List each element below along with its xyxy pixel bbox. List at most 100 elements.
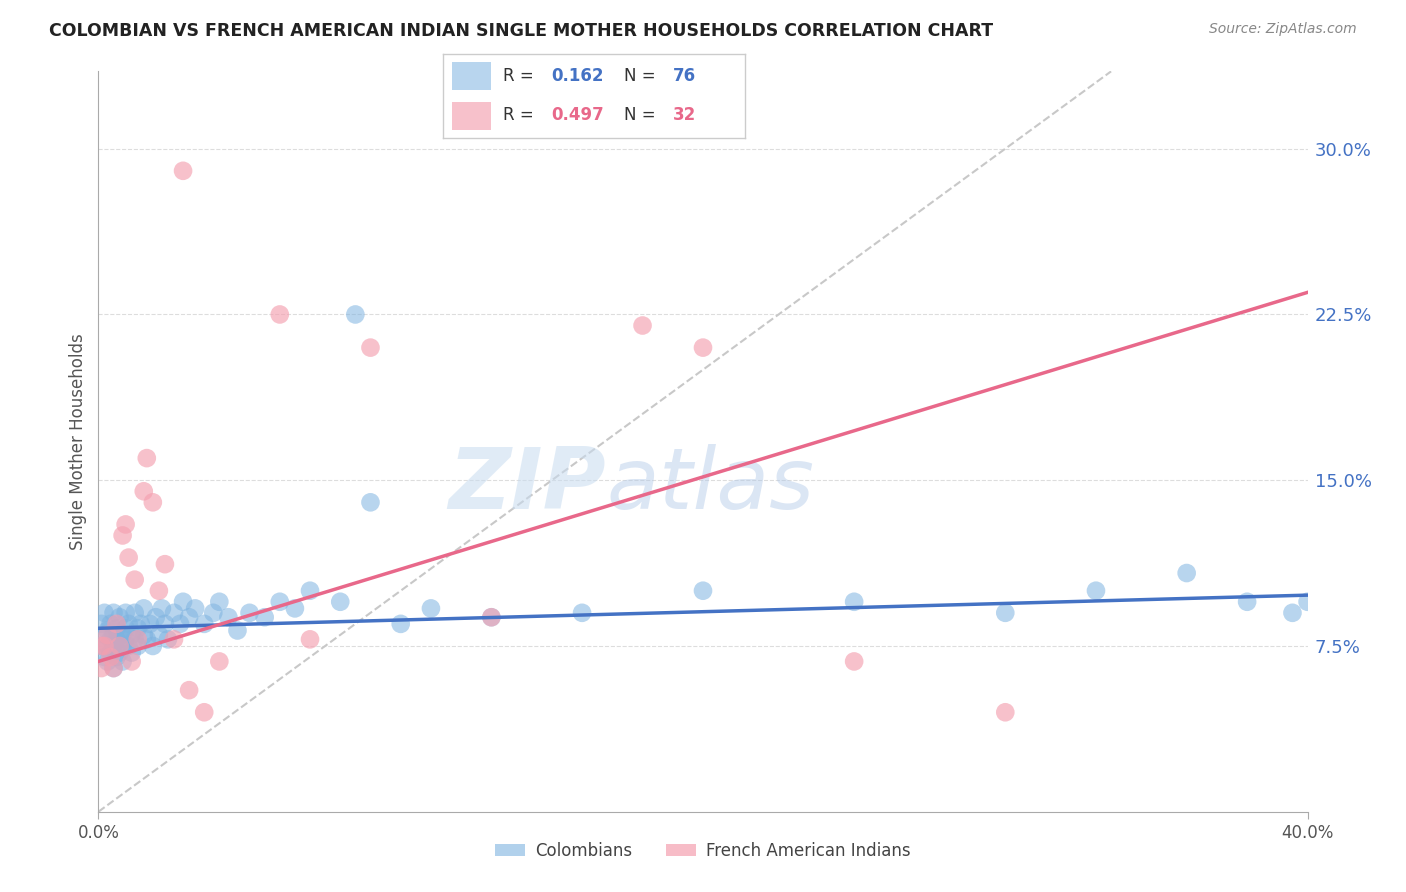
Point [269,308,291,322]
Point [145,610,167,624]
Point [118,550,141,565]
Point [208,655,231,669]
Point [253,610,276,624]
Point [163,606,186,620]
Point [105,632,128,647]
Point [111,655,134,669]
Point [631,318,654,333]
Point [217,610,239,624]
Point [114,517,136,532]
Point [108,646,131,660]
Point [179,683,201,698]
Point [132,628,155,642]
Point [100,646,122,660]
Point [114,621,136,635]
Point [124,632,146,647]
Y-axis label: Single Mother Households: Single Mother Households [69,334,87,549]
Point [127,639,149,653]
Point [132,484,155,499]
Text: N =: N = [624,68,661,86]
Point [481,610,503,624]
Text: 76: 76 [672,68,696,86]
Point [226,624,249,638]
Point [994,706,1017,720]
Text: Source: ZipAtlas.com: Source: ZipAtlas.com [1209,22,1357,37]
Point [169,616,191,631]
Point [108,637,131,651]
Point [193,706,215,720]
Point [118,639,141,653]
Point [202,606,225,620]
Point [118,616,141,631]
Point [360,341,382,355]
Point [299,583,322,598]
Text: R =: R = [503,68,540,86]
Point [571,606,593,620]
Point [100,650,122,665]
Point [179,610,201,624]
Point [148,583,170,598]
Point [148,628,170,642]
Point [93,606,115,620]
Point [389,616,412,631]
Point [132,601,155,615]
Text: ZIP: ZIP [449,444,606,527]
Point [153,558,176,572]
Point [172,595,194,609]
Point [93,650,115,665]
Point [108,639,131,653]
Point [108,610,131,624]
Point [114,606,136,620]
Legend: Colombians, French American Indians: Colombians, French American Indians [489,835,917,866]
Text: 0.162: 0.162 [551,68,605,86]
Point [129,616,152,631]
Point [142,495,165,509]
Point [844,595,866,609]
Point [1236,595,1258,609]
Point [90,661,112,675]
Point [1296,595,1319,609]
Text: 0.497: 0.497 [551,106,605,124]
Point [284,601,307,615]
Point [103,628,125,642]
Point [420,601,443,615]
Point [1281,606,1303,620]
Point [692,583,714,598]
Point [105,616,128,631]
Point [100,616,122,631]
Point [124,573,146,587]
Point [93,639,115,653]
FancyBboxPatch shape [451,102,491,130]
Point [93,628,115,642]
Point [121,628,143,642]
Point [1085,583,1108,598]
Point [127,621,149,635]
Point [121,655,143,669]
Point [105,650,128,665]
Point [96,624,118,638]
Point [124,606,146,620]
Point [184,601,207,615]
Text: atlas: atlas [606,444,814,527]
Point [692,341,714,355]
Point [111,628,134,642]
Point [114,632,136,647]
Point [135,632,157,647]
Point [344,308,367,322]
Point [329,595,352,609]
Point [90,639,112,653]
FancyBboxPatch shape [451,62,491,90]
Point [139,616,162,631]
Point [90,639,112,653]
Point [111,528,134,542]
Point [994,606,1017,620]
Point [239,606,262,620]
Point [150,601,173,615]
Point [156,632,179,647]
Point [163,632,186,647]
Point [100,632,122,647]
Point [208,595,231,609]
Point [172,163,194,178]
Point [193,616,215,631]
Point [111,639,134,653]
